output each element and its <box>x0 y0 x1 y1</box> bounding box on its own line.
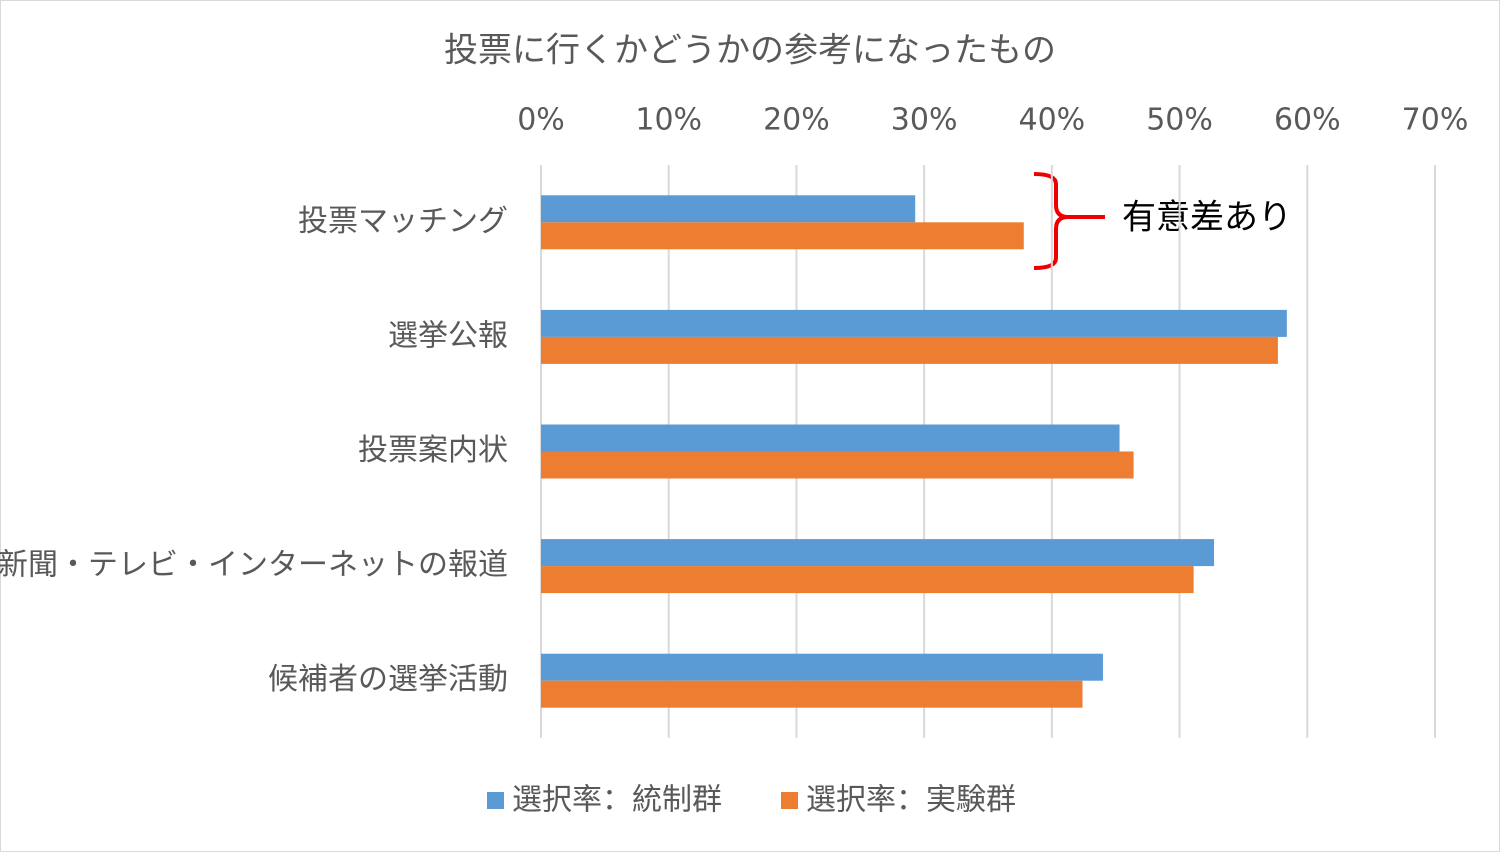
bar <box>541 222 1024 250</box>
legend-label: 選択率：実験群 <box>806 783 1016 818</box>
y-tick-label: 投票マッチング <box>298 204 508 239</box>
y-tick-label: 投票案内状 <box>358 433 508 468</box>
x-tick-label: 50% <box>1146 103 1213 138</box>
y-tick-label: 新聞・テレビ・インターネットの報道 <box>0 548 508 583</box>
x-tick-label: 0% <box>517 103 565 138</box>
legend-swatch <box>487 792 504 809</box>
bar <box>541 680 1083 708</box>
bar <box>541 424 1120 452</box>
x-tick-label: 30% <box>891 103 958 138</box>
bar <box>541 336 1278 364</box>
bar <box>541 309 1287 337</box>
bar <box>541 539 1215 567</box>
x-tick-label: 10% <box>635 103 702 138</box>
legend-label: 選択率：統制群 <box>512 783 722 818</box>
chart-title: 投票に行くかどうかの参考になったもの <box>444 31 1056 71</box>
annotation-bracket <box>1033 172 1105 270</box>
annotation: 有意差あり <box>1122 198 1292 238</box>
y-tick-label: 選挙公報 <box>388 318 508 353</box>
bar <box>541 195 916 223</box>
x-tick-label: 20% <box>763 103 830 138</box>
x-tick-label: 40% <box>1019 103 1086 138</box>
bar <box>541 566 1194 594</box>
bar <box>541 653 1103 681</box>
bar <box>541 451 1134 479</box>
x-tick-label: 70% <box>1402 103 1469 138</box>
legend-swatch <box>781 792 798 809</box>
x-tick-label: 60% <box>1274 103 1341 138</box>
y-tick-label: 候補者の選挙活動 <box>268 662 508 697</box>
